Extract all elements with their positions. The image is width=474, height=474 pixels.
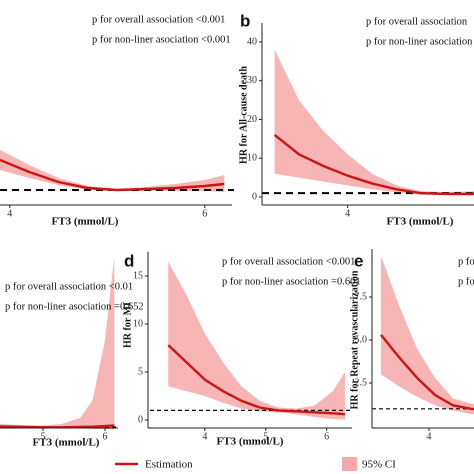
p-overall: p for overall association <0.01	[5, 281, 133, 292]
panel-label: d	[124, 251, 134, 270]
p-nonlinear: p for non-liner asociation =0.601	[222, 276, 361, 287]
x-tick-label: 4	[345, 208, 350, 219]
y-tick-label: 0	[252, 191, 257, 202]
ci-band	[381, 255, 474, 415]
panel-label: e	[354, 251, 363, 270]
p-overall: p for overall association	[458, 256, 474, 267]
y-tick-label: 40	[247, 36, 257, 47]
x-axis-label: FT3 (mmol/L)	[52, 216, 119, 228]
x-tick-label: 4	[202, 431, 207, 442]
ci-band	[0, 256, 115, 430]
y-tick-label: 30	[247, 75, 257, 86]
legend-label: 95% CI	[362, 459, 396, 471]
x-tick-label: 4	[7, 208, 12, 219]
x-tick-label: 4	[427, 431, 432, 442]
p-nonlinear: p for non-liner asociation	[366, 36, 473, 47]
y-tick-label: 10	[247, 153, 257, 164]
x-tick-label: 6	[202, 208, 207, 219]
estimate-line	[0, 424, 115, 429]
p-overall: p for overall association	[366, 16, 468, 27]
x-axis-label: FT3 (mmol/L)	[33, 437, 100, 449]
ci-band	[274, 49, 474, 196]
x-tick-label: 6	[103, 431, 108, 442]
p-nonlinear: p for non-liner asociation <0.001	[92, 34, 231, 45]
x-axis-label: FT3 (mmol/L)	[387, 216, 454, 228]
y-tick-label: 5	[138, 366, 143, 377]
legend-label: Estimation	[145, 459, 193, 471]
panel-label: b	[240, 11, 250, 30]
x-tick-label: 5	[41, 431, 46, 442]
legend-swatch	[342, 457, 357, 471]
x-tick-label: 6	[324, 431, 329, 442]
y-axis-label: HR for All-cause death	[238, 66, 249, 164]
x-axis-label: FT3 (mmol/L)	[217, 436, 284, 448]
y-tick-label: 20	[247, 114, 257, 125]
y-tick-label: 10	[133, 318, 143, 329]
y-tick-label: 0	[138, 414, 143, 425]
y-tick-label: 5.0	[355, 334, 368, 345]
p-overall: p for overall association <0.001	[222, 256, 355, 267]
p-nonlinear: p for non-liner asociation	[458, 276, 474, 287]
p-overall: p for overall association <0.001	[92, 14, 225, 25]
y-tick-label: 7.5	[355, 291, 368, 302]
y-tick-label: 2.5	[355, 377, 368, 388]
estimate-line	[167, 344, 346, 416]
estimate-line	[273, 134, 474, 196]
y-tick-label: 15	[133, 270, 143, 281]
y-axis-label: HR for Repeat revascularization	[349, 270, 360, 409]
y-axis-label: HR for MI	[122, 302, 133, 348]
ci-band	[0, 150, 225, 192]
p-nonlinear: p for non-liner asociation =0.652	[5, 301, 144, 312]
ci-band	[168, 261, 345, 420]
estimate-line	[380, 334, 474, 411]
estimate-line	[0, 158, 225, 192]
x-tick-label: 5	[263, 431, 268, 442]
